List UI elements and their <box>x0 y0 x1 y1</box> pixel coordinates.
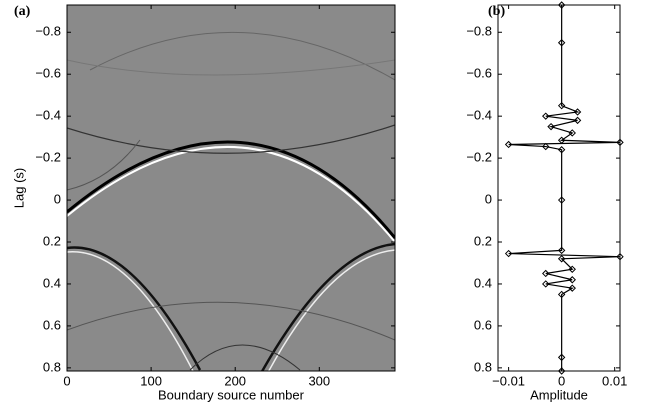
trace-marker <box>616 252 624 261</box>
x-axis-label: Amplitude <box>530 387 588 402</box>
y-tick-label: −0.4 <box>466 108 492 123</box>
y-tick-label: 0.2 <box>43 233 61 248</box>
trace-marker <box>568 276 576 284</box>
y-tick-label: −0.2 <box>466 150 492 165</box>
trace-marker <box>557 255 566 263</box>
trace-marker <box>557 136 566 144</box>
y-tick-label: 0.2 <box>474 233 492 248</box>
y-tick-label: −0.6 <box>466 66 492 81</box>
y-tick-label: 0.6 <box>474 317 492 332</box>
y-tick-label: 0 <box>485 191 492 206</box>
y-tick-label: −0.8 <box>35 24 61 39</box>
trace-marker <box>557 146 566 154</box>
trace-marker <box>504 140 513 149</box>
trace-marker <box>557 101 566 110</box>
trace-marker <box>542 112 550 120</box>
y-axis-label: Lag (s) <box>11 168 26 208</box>
y-tick-label: 0.6 <box>43 317 61 332</box>
trace-marker <box>568 284 576 292</box>
x-axis-label: Boundary source number <box>158 387 305 402</box>
x-tick-label: 0.01 <box>602 373 627 388</box>
trace-marker <box>557 353 566 362</box>
trace-marker <box>616 138 624 147</box>
x-tick-label: 200 <box>224 373 246 388</box>
y-tick-label: −0.8 <box>466 24 492 39</box>
y-tick-label: 0.8 <box>474 359 492 374</box>
trace-marker <box>557 196 566 204</box>
x-tick-label: −0.01 <box>492 373 525 388</box>
trace-marker <box>542 142 550 151</box>
y-tick-label: −0.4 <box>35 108 61 123</box>
y-tick-label: 0.8 <box>43 359 61 374</box>
y-tick-label: −0.6 <box>35 66 61 81</box>
trace-marker <box>557 39 566 47</box>
x-tick-label: 0 <box>558 373 565 388</box>
trace-marker <box>547 122 555 131</box>
trace-marker <box>573 108 582 116</box>
x-tick-label: 100 <box>140 373 162 388</box>
trace-marker <box>504 249 513 258</box>
trace-marker <box>568 265 576 273</box>
image-events <box>67 31 395 371</box>
trace-marker <box>557 246 566 255</box>
trace-marker <box>568 129 576 137</box>
trace-marker <box>542 280 550 288</box>
y-tick-label: 0.4 <box>474 275 492 290</box>
x-tick-label: 300 <box>308 373 330 388</box>
panel-title: (a) <box>14 4 31 19</box>
axes-frame <box>66 4 396 372</box>
y-tick-label: 0.4 <box>43 275 61 290</box>
trace-line <box>508 5 621 371</box>
trace-marker <box>557 290 566 299</box>
y-tick-label: −0.2 <box>35 150 61 165</box>
axes-frame <box>497 4 621 372</box>
x-tick-label: 0 <box>63 373 70 388</box>
trace-marker <box>542 269 550 278</box>
trace-marker <box>573 116 582 125</box>
panel-title: (b) <box>488 4 505 19</box>
y-tick-label: 0 <box>54 191 61 206</box>
